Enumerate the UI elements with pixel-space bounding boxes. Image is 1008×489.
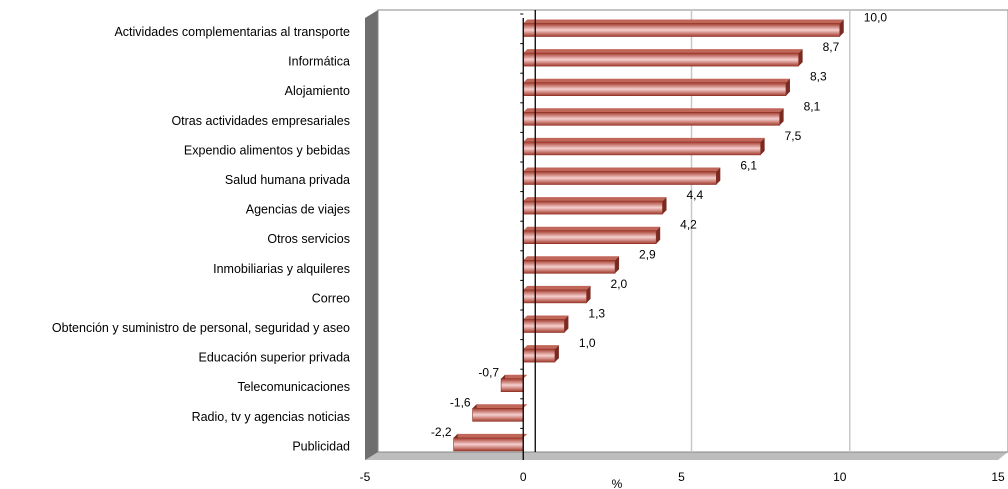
bar-end-3 [779,108,784,126]
value-label-14: -2,2 [431,425,452,439]
bar-top-2 [523,78,790,83]
bar-end-5 [716,167,721,185]
value-label-5: 6,1 [740,159,757,173]
value-label-12: -0,7 [478,366,499,380]
category-label-0: Actividades complementarias al transport… [114,25,350,39]
bar-top-9 [523,285,591,290]
category-label-10: Obtención y suministro de personal, segu… [52,321,350,335]
category-label-4: Expendio alimentos y bebidas [184,143,350,157]
bar-top-1 [523,49,803,54]
bar-top-3 [523,108,784,113]
bar-top-14 [453,433,528,438]
category-label-7: Otros servicios [267,232,350,246]
bar-end-6 [662,197,667,215]
bar-2 [522,82,787,96]
value-label-2: 8,3 [810,70,827,84]
bar-top-5 [523,167,721,172]
bar-12 [500,378,524,393]
chart-side-wall-face [365,10,378,460]
bar-11 [522,348,556,363]
value-label-7: 4,2 [680,218,697,232]
bar-top-6 [523,197,667,202]
bar-0 [522,23,841,37]
bar-13 [472,407,524,422]
value-label-1: 8,7 [823,40,840,54]
value-labels: 10,0 8,7 8,3 8,1 7,5 6,1 4,4 4,2 2,9 2,0 1,3 1,0 -0,… [431,11,887,439]
value-label-3: 8,1 [804,99,821,113]
x-tick-label-0: -5 [360,470,371,484]
bar-7 [522,230,657,244]
value-label-13: -1,6 [450,395,471,409]
category-label-14: Publicidad [292,439,350,453]
bar-end-2 [785,78,790,96]
bar-top-12 [501,374,528,379]
value-label-8: 2,9 [639,247,656,261]
category-label-9: Correo [312,291,350,305]
bar-top-7 [523,226,661,231]
bar-end-4 [760,137,765,155]
x-tick-label-1: 0 [520,470,527,484]
bar-end-8 [615,256,620,274]
category-label-2: Alojamiento [285,84,350,98]
x-tick-label-4: 15 [991,470,1005,484]
bar-top-13 [472,404,528,409]
value-label-9: 2,0 [611,277,628,291]
x-tick-labels: -5 0 5 10 15 [360,470,1005,484]
category-label-13: Radio, tv y agencias noticias [192,410,350,424]
category-label-5: Salud humana privada [225,173,350,187]
category-label-11: Educación superior privada [199,351,351,365]
bar-top-11 [523,345,559,350]
category-labels: Actividades complementarias al transport… [52,25,350,453]
bar-1 [522,52,799,67]
bar-3 [522,112,780,126]
category-label-6: Agencias de viajes [246,203,350,217]
bar-top-0 [523,19,844,24]
bar-5 [522,171,717,185]
bar-top-8 [523,256,620,261]
bar-end-7 [656,226,661,244]
bar-end-10 [564,315,569,333]
bar-end-1 [798,49,803,67]
bar-6 [522,200,663,215]
bar-end-11 [554,345,559,363]
value-label-11: 1,0 [579,336,596,350]
axis-layer [520,10,536,460]
value-label-6: 4,4 [687,188,704,202]
x-tick-label-2: 5 [678,470,685,484]
bar-end-0 [839,19,844,37]
value-label-4: 7,5 [785,129,802,143]
category-label-3: Otras actividades empresariales [171,114,350,128]
bar-8 [522,259,616,274]
category-label-8: Inmobiliarias y alquileres [213,262,350,276]
category-label-1: Informática [288,55,350,69]
value-label-0: 10,0 [864,11,888,25]
bar-end-9 [586,285,591,303]
x-axis-label: % [612,477,623,489]
bar-top-4 [523,137,765,142]
bar-9 [522,289,587,304]
category-label-12: Telecomunicaciones [237,380,350,394]
bar-4 [522,141,761,156]
bar-top-10 [523,315,569,320]
value-label-10: 1,3 [588,307,605,321]
x-tick-label-3: 10 [833,470,847,484]
chart-floor [365,452,1008,460]
bar-10 [522,319,565,333]
bar-14 [453,437,524,452]
